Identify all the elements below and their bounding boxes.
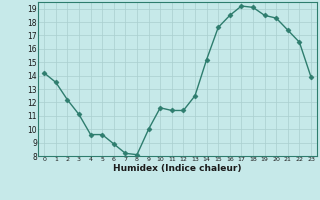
X-axis label: Humidex (Indice chaleur): Humidex (Indice chaleur): [113, 164, 242, 173]
